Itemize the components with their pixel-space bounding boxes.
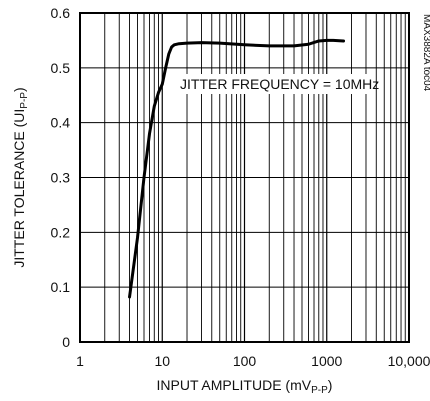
plot-frame bbox=[79, 12, 410, 343]
series-line bbox=[128, 38, 346, 299]
x-tick-label: 10,000 bbox=[388, 353, 430, 369]
y-tick-label: 0 bbox=[62, 334, 70, 350]
y-tick-label: 0.3 bbox=[51, 170, 71, 186]
x-axis-title-main: INPUT AMPLITUDE (mV bbox=[157, 377, 312, 393]
y-axis-title-main: JITTER TOLERANCE (UI bbox=[11, 109, 27, 268]
y-tick-label: 0.2 bbox=[51, 224, 71, 240]
x-tick-label: 1000 bbox=[311, 353, 342, 369]
annotation-background bbox=[176, 74, 374, 94]
x-tick-label: 100 bbox=[233, 353, 257, 369]
y-axis-title-end: ) bbox=[11, 87, 27, 92]
y-tick-label: 0.6 bbox=[51, 5, 71, 21]
y-axis-title-subscript: P-P bbox=[19, 92, 30, 109]
x-tick-label: 1 bbox=[76, 353, 84, 369]
annotation-text: JITTER FREQUENCY = 10MHz bbox=[180, 76, 379, 92]
x-tick-label: 10 bbox=[154, 353, 170, 369]
series-group bbox=[128, 38, 346, 299]
y-axis-title: JITTER TOLERANCE (UIP-P) bbox=[11, 87, 30, 267]
y-tick-label: 0.4 bbox=[51, 115, 71, 131]
x-axis-title-end: ) bbox=[328, 377, 333, 393]
x-axis-title: INPUT AMPLITUDE (mVP-P) bbox=[157, 377, 333, 396]
tick-labels: 1 10 100 1000 10,000 0 0.1 0.2 0.3 0.4 0.5 0.6 bbox=[51, 5, 430, 369]
x-axis-title-subscript: P-P bbox=[311, 385, 328, 396]
y-tick-label: 0.5 bbox=[51, 60, 71, 76]
grid-lines bbox=[79, 12, 409, 343]
y-tick-label: 0.1 bbox=[51, 279, 71, 295]
figure-code: MAX3882A toc04 bbox=[421, 14, 430, 92]
